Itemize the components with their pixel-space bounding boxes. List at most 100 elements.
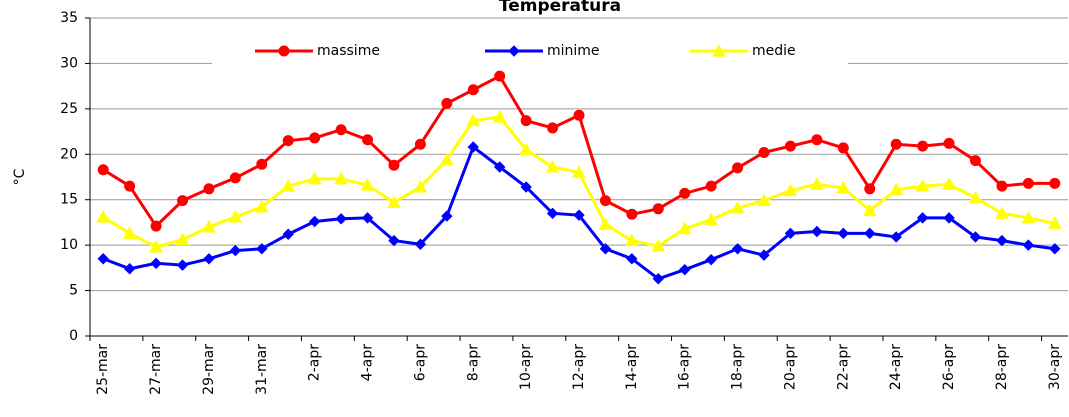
point (969, 231, 982, 243)
point (202, 219, 216, 233)
y-tick-label: 35 (60, 10, 78, 26)
point (679, 187, 691, 199)
point (414, 238, 427, 250)
point (837, 227, 850, 240)
x-tick-label: 2-apr (307, 344, 323, 381)
point (228, 209, 243, 223)
point (414, 138, 426, 150)
point (494, 70, 506, 82)
point (466, 113, 481, 127)
point (335, 213, 347, 225)
x-tick-label: 6-apr (412, 344, 428, 381)
point (942, 177, 956, 190)
point (1022, 177, 1034, 189)
x-tick-label: 16-apr (677, 344, 693, 390)
point (1022, 239, 1035, 251)
point (96, 209, 111, 223)
x-tick-label: 29-mar (201, 344, 217, 395)
point (441, 97, 453, 109)
point (677, 221, 692, 235)
point (810, 177, 824, 190)
x-tick-label: 25-mar (95, 344, 111, 395)
x-tick-label: 24-apr (888, 344, 904, 390)
point (757, 193, 771, 207)
point (520, 181, 532, 193)
point (915, 179, 930, 192)
series-line (102, 74, 1055, 229)
point (969, 155, 981, 167)
point (177, 195, 189, 207)
point (862, 203, 877, 217)
point (229, 244, 242, 257)
point (917, 140, 929, 152)
x-tick-label: 20-apr (782, 344, 798, 390)
point (387, 195, 401, 208)
point (360, 178, 375, 191)
point (599, 195, 611, 207)
point (916, 212, 929, 224)
point (176, 259, 189, 271)
point (1047, 216, 1062, 229)
point (546, 207, 559, 220)
point (704, 212, 719, 226)
point (203, 183, 215, 195)
point (889, 182, 904, 196)
y-tick-label: 15 (60, 192, 78, 208)
point (864, 227, 876, 240)
y-tick-label: 20 (60, 146, 78, 162)
point (943, 137, 955, 149)
point (864, 183, 876, 195)
point (758, 249, 770, 261)
y-tick-label: 5 (69, 283, 78, 299)
x-tick-label: 26-apr (941, 344, 957, 390)
legend-label: minime (547, 43, 600, 59)
point (388, 234, 400, 247)
x-tick-label: 31-mar (254, 344, 270, 395)
point (150, 257, 162, 270)
x-tick-label: 12-apr (571, 344, 587, 390)
y-tick-label: 10 (60, 237, 78, 253)
point (626, 253, 638, 265)
x-tick-label: 18-apr (730, 344, 746, 390)
x-tick-label: 27-mar (148, 344, 164, 395)
x-tick-label: 4-apr (360, 344, 376, 381)
point (256, 158, 268, 170)
point (361, 212, 374, 224)
point (599, 243, 612, 255)
x-tick-label: 10-apr (518, 344, 534, 390)
point (97, 164, 109, 176)
point (783, 183, 798, 197)
point (890, 138, 902, 150)
y-axis-label: °C (12, 168, 28, 185)
point (256, 243, 268, 255)
point (572, 165, 586, 178)
point (995, 206, 1009, 219)
chart-title: Temperatura (499, 0, 621, 16)
point (811, 225, 823, 238)
series-line (102, 115, 1056, 249)
point (968, 190, 983, 204)
point (758, 146, 770, 158)
point (625, 233, 639, 247)
point (996, 234, 1008, 247)
point (149, 239, 163, 253)
point (652, 203, 664, 215)
point (281, 179, 296, 192)
point (837, 142, 849, 154)
x-tick-label: 8-apr (465, 344, 481, 381)
point (1049, 177, 1061, 189)
point (229, 172, 241, 184)
point (282, 135, 294, 147)
point (890, 231, 902, 243)
x-tick-label: 22-apr (835, 344, 851, 390)
point (123, 263, 136, 275)
point (308, 215, 321, 228)
point (278, 45, 290, 57)
point (307, 171, 322, 185)
point (388, 159, 400, 171)
point (124, 180, 136, 192)
point (573, 209, 585, 221)
point (547, 122, 559, 134)
legend-label: medie (752, 43, 796, 59)
point (467, 84, 479, 96)
